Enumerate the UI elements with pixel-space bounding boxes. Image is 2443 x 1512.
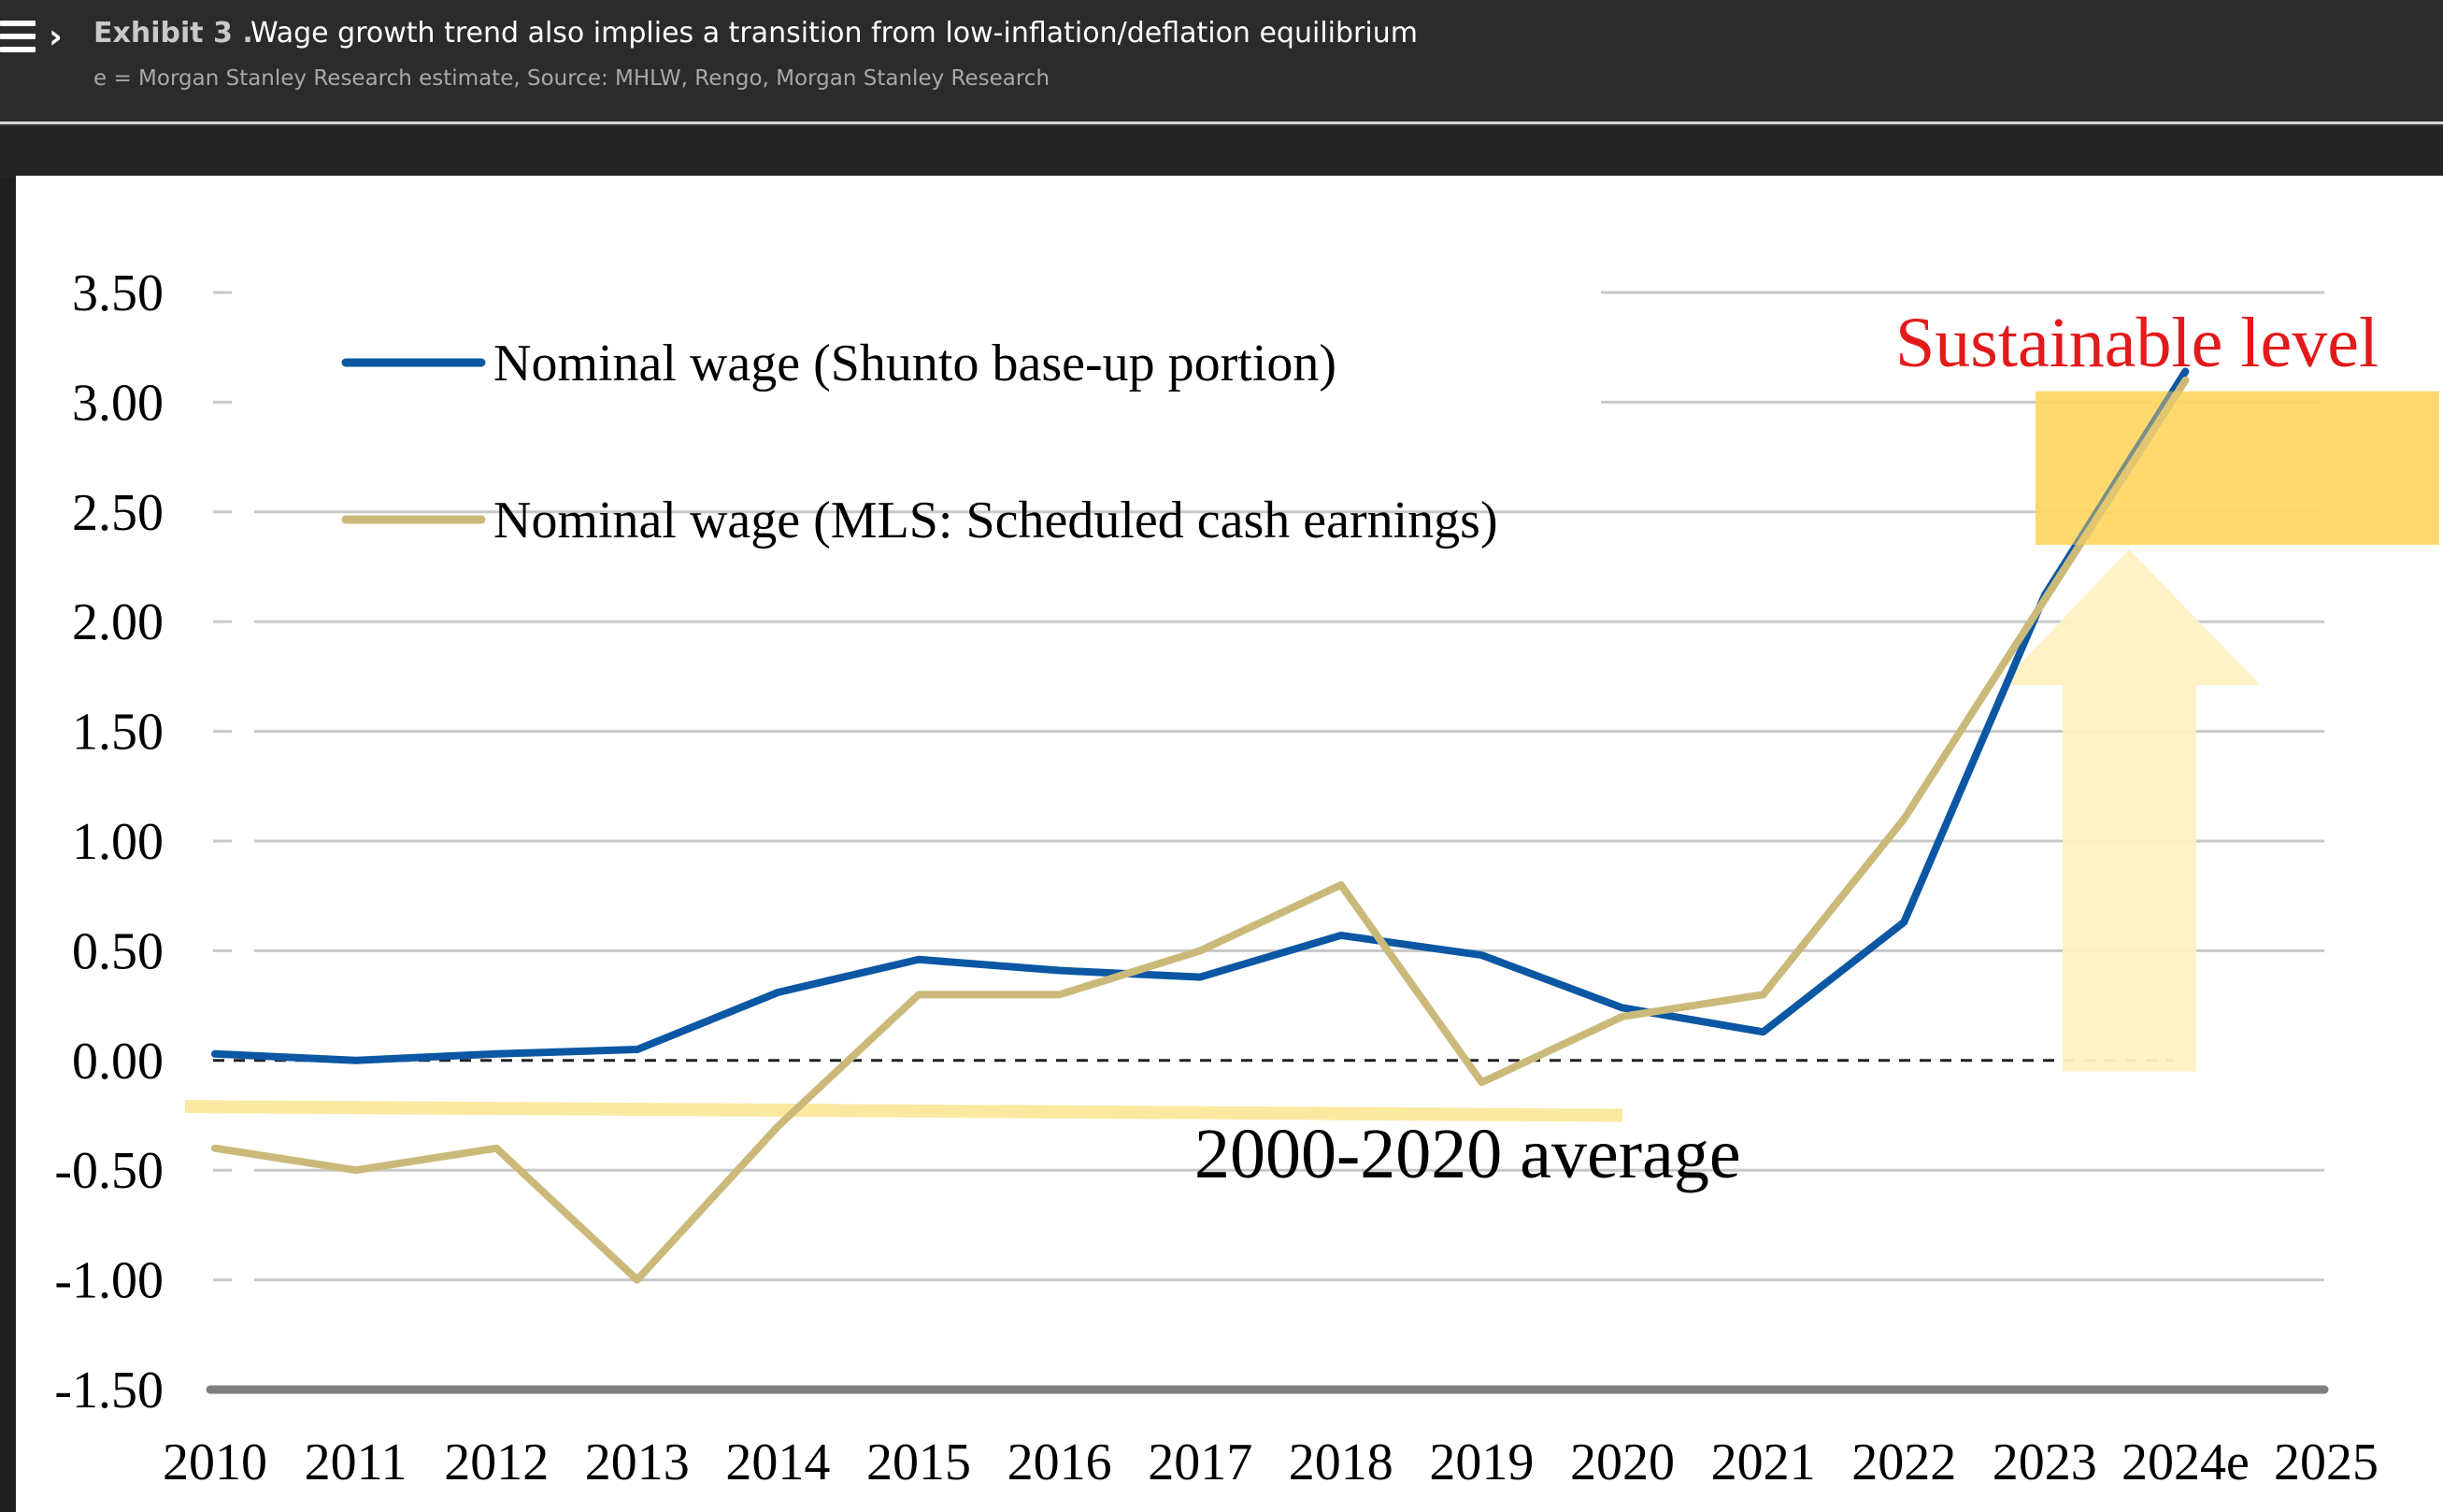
annotation-shapes [184, 391, 2439, 1122]
average-line [184, 1100, 1623, 1122]
sustainable-level-label: Sustainable level [1895, 304, 2379, 382]
x-tick-label: 2016 [1007, 1434, 1112, 1491]
y-tick-label: 0.00 [72, 1033, 164, 1091]
grid-lines [206, 291, 2329, 1394]
y-tick-label: -1.50 [54, 1362, 164, 1419]
y-tick-label: 1.00 [72, 813, 164, 871]
series-line-shunto [211, 367, 2190, 1064]
x-tick-label: 2022 [1851, 1434, 1956, 1491]
y-tick-label: -0.50 [54, 1142, 164, 1200]
menu-icon[interactable] [0, 21, 37, 56]
up-arrow-icon [2000, 549, 2261, 1072]
y-tick-label: 0.50 [72, 922, 164, 980]
x-tick-label: 2013 [585, 1434, 690, 1491]
series-lines [211, 367, 2190, 1284]
y-tick-label: 1.50 [72, 704, 164, 762]
x-tick-label: 2017 [1148, 1434, 1252, 1491]
legend-label: Nominal wage (Shunto base-up portion) [493, 335, 1336, 392]
x-tick-label: 2018 [1289, 1434, 1393, 1491]
x-tick-label: 2010 [163, 1434, 267, 1491]
annotation-overlay [2036, 391, 2439, 546]
legend: Nominal wage (Shunto base-up portion) Nom… [341, 335, 1498, 549]
toolbar-strip [0, 124, 2443, 178]
y-axis-tick-labels: 3.50 3.00 2.50 2.00 1.50 1.00 0.50 0.00 -0.50 -1.… [54, 264, 164, 1419]
exhibit-title: Wage growth trend also implies a transit… [250, 17, 1418, 50]
x-axis-tick-labels: 2010 2011 2012 2013 2014 2015 2016 2017 2018 2019… [163, 1434, 2379, 1491]
x-tick-label: 2023 [1993, 1434, 2097, 1491]
chevron-right-icon[interactable]: › [49, 18, 63, 56]
x-tick-label: 2025 [2274, 1434, 2379, 1491]
exhibit-number: Exhibit 3 . [93, 17, 253, 50]
x-tick-label: 2020 [1570, 1434, 1675, 1491]
legend-label: Nominal wage (MLS: Scheduled cash earnin… [493, 492, 1498, 549]
x-tick-label: 2014 [725, 1434, 830, 1491]
average-label: 2000-2020 average [1194, 1115, 1741, 1193]
exhibit-source: e = Morgan Stanley Research estimate, So… [93, 66, 1050, 91]
annotation-labels: Sustainable level 2000-2020 average [1194, 304, 2379, 1193]
exhibit-header: › Exhibit 3 . Wage growth trend also imp… [0, 0, 2443, 124]
x-tick-label: 2015 [866, 1434, 971, 1491]
sustainable-level-band-overlay [2036, 391, 2439, 546]
x-tick-label: 2019 [1429, 1434, 1534, 1491]
y-tick-label: 3.00 [72, 374, 164, 432]
x-tick-label: 2021 [1711, 1434, 1816, 1491]
sustainable-level-band [2036, 391, 2439, 546]
y-tick-label: 2.50 [72, 484, 164, 542]
y-tick-label: 2.00 [72, 593, 164, 651]
y-tick-label: 3.50 [72, 264, 164, 322]
y-tick-label: -1.00 [54, 1252, 164, 1310]
x-tick-label: 2012 [444, 1434, 549, 1491]
series-line-mls [211, 376, 2190, 1284]
x-tick-label: 2011 [305, 1434, 407, 1491]
x-tick-label: 2024e [2122, 1434, 2250, 1491]
